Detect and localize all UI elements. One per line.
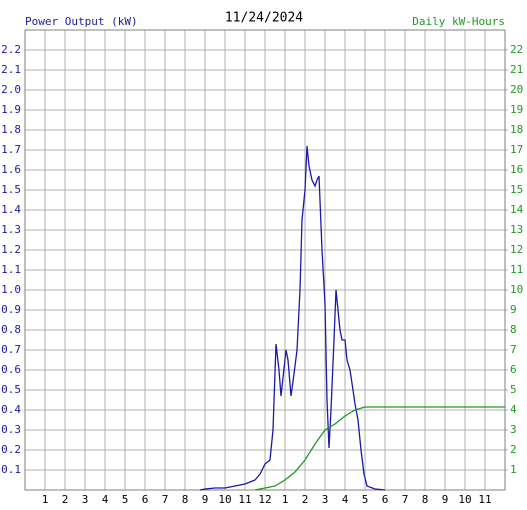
y2-tick-label: 6 xyxy=(510,363,517,376)
x-tick-label: 5 xyxy=(122,493,129,506)
x-tick-label: 1 xyxy=(42,493,49,506)
y2-tick-label: 5 xyxy=(510,383,517,396)
y-tick-label: 1.5 xyxy=(1,183,21,196)
y2-tick-label: 20 xyxy=(510,83,523,96)
y2-tick-label: 7 xyxy=(510,343,517,356)
x-tick-label: 4 xyxy=(342,493,349,506)
y-tick-label: 0.6 xyxy=(1,363,21,376)
x-tick-label: 12 xyxy=(258,493,271,506)
x-tick-label: 11 xyxy=(238,493,251,506)
x-tick-label: 3 xyxy=(322,493,329,506)
x-tick-label: 3 xyxy=(82,493,89,506)
series-line xyxy=(254,406,505,491)
plot-border xyxy=(24,29,506,491)
x-tick-label: 5 xyxy=(362,493,369,506)
x-tick-label: 2 xyxy=(62,493,69,506)
x-tick-label: 7 xyxy=(402,493,409,506)
y2-tick-label: 3 xyxy=(510,423,517,436)
y2-tick-label: 2 xyxy=(510,443,517,456)
y2-tick-label: 10 xyxy=(510,283,523,296)
y-tick-label: 0.3 xyxy=(1,423,21,436)
y-tick-label: 1.9 xyxy=(1,103,21,116)
y-tick-label: 0.8 xyxy=(1,323,21,336)
y-axis-label: Power Output (kW) xyxy=(25,15,138,28)
y2-tick-label: 15 xyxy=(510,183,523,196)
y-tick-label: 1.4 xyxy=(1,203,21,216)
y2-axis-label: Daily kW-Hours xyxy=(412,15,505,28)
y2-tick-label: 17 xyxy=(510,143,523,156)
x-tick-label: 7 xyxy=(162,493,169,506)
y-tick-label: 1.7 xyxy=(1,143,21,156)
x-tick-label: 10 xyxy=(218,493,231,506)
y-tick-label: 1.8 xyxy=(1,123,21,136)
y2-tick-label: 18 xyxy=(510,123,523,136)
y2-tick-label: 11 xyxy=(510,263,523,276)
x-tick-label: 1 xyxy=(282,493,289,506)
x-tick-label: 2 xyxy=(302,493,309,506)
y2-tick-label: 8 xyxy=(510,323,517,336)
y2-tick-label: 22 xyxy=(510,43,523,56)
y-tick-label: 2.2 xyxy=(1,43,21,56)
y-tick-label: 0.5 xyxy=(1,383,21,396)
y-tick-label: 0.9 xyxy=(1,303,21,316)
y-tick-label: 0.2 xyxy=(1,443,21,456)
y-tick-label: 2.0 xyxy=(1,83,21,96)
y-tick-label: 0.7 xyxy=(1,343,21,356)
series-line xyxy=(199,145,386,491)
y2-tick-label: 4 xyxy=(510,403,517,416)
y2-tick-label: 9 xyxy=(510,303,517,316)
y2-tick-label: 19 xyxy=(510,103,523,116)
y2-tick-label: 16 xyxy=(510,163,523,176)
x-tick-label: 4 xyxy=(102,493,109,506)
y2-tick-label: 14 xyxy=(510,203,524,216)
y-tick-label: 0.1 xyxy=(1,463,21,476)
y-tick-label: 2.1 xyxy=(1,63,21,76)
x-tick-label: 8 xyxy=(182,493,189,506)
y2-tick-label: 1 xyxy=(510,463,517,476)
x-tick-label: 6 xyxy=(142,493,149,506)
x-tick-label: 11 xyxy=(478,493,491,506)
y-tick-label: 1.3 xyxy=(1,223,21,236)
y-tick-label: 0.4 xyxy=(1,403,21,416)
x-tick-label: 10 xyxy=(458,493,471,506)
chart-title: 11/24/2024 xyxy=(225,11,303,26)
y-tick-label: 1.2 xyxy=(1,243,21,256)
y2-tick-label: 12 xyxy=(510,243,523,256)
y-tick-label: 1.0 xyxy=(1,283,21,296)
y2-tick-label: 13 xyxy=(510,223,523,236)
y-tick-label: 1.6 xyxy=(1,163,21,176)
y2-tick-label: 21 xyxy=(510,63,523,76)
x-tick-label: 9 xyxy=(202,493,209,506)
x-tick-label: 6 xyxy=(382,493,389,506)
x-tick-label: 9 xyxy=(442,493,449,506)
y-tick-label: 1.1 xyxy=(1,263,21,276)
x-tick-label: 8 xyxy=(422,493,429,506)
